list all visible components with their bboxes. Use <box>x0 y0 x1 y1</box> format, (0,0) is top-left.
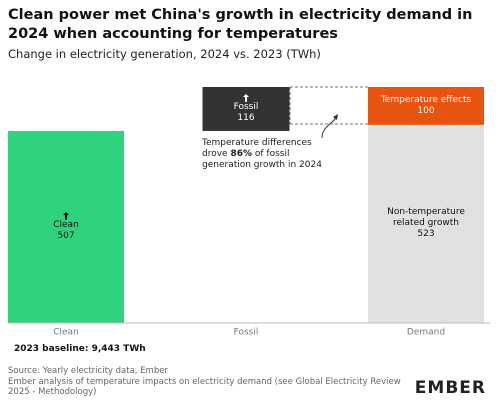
baseline-note: 2023 baseline: 9,443 TWh <box>14 344 146 354</box>
logo: EMBER <box>414 378 486 398</box>
arrow-icon <box>63 211 69 220</box>
bracket <box>289 86 368 125</box>
source: Ember analysis of temperature impacts on… <box>8 377 401 397</box>
annotation-text: of fossil <box>254 149 290 159</box>
annotation-text: drove <box>202 149 228 159</box>
annotation: Temperature differences drove 86% of fos… <box>202 138 342 171</box>
arrow-icon <box>243 93 249 102</box>
annotation-highlight: 86% <box>230 149 253 159</box>
value-label: 507 <box>57 230 75 241</box>
chart-title: Clean power met China's growth in electr… <box>8 7 473 42</box>
segment-label: Temperature effects 100 <box>368 95 484 117</box>
value-label: 100 <box>417 105 435 116</box>
arrow <box>321 117 337 139</box>
annotation-text: generation growth in 2024 <box>202 160 322 170</box>
x-tick-label: Demand <box>407 328 445 338</box>
segment-label: Fossil 116 <box>203 93 290 124</box>
series-name: Fossil <box>233 101 259 112</box>
series-name: Temperature effects <box>380 94 472 105</box>
bar-segment <box>8 130 124 323</box>
x-tick-label: Fossil <box>234 328 259 338</box>
arrow-head <box>333 114 338 120</box>
value-label: 116 <box>237 112 255 123</box>
x-tick-label: Clean <box>53 328 79 338</box>
series-name: Non-temperature related growth <box>387 207 465 229</box>
value-label: 523 <box>417 229 435 240</box>
segment-label: Non-temperature related growth 523 <box>368 207 484 240</box>
source: Source: Yearly electricity data, Ember <box>8 366 168 376</box>
series-name: Clean <box>53 219 79 230</box>
annotation-text: Temperature differences <box>202 138 312 148</box>
bar-segment <box>368 124 484 323</box>
chart-subtitle: Change in electricity generation, 2024 v… <box>8 47 321 61</box>
segment-label: Clean 507 <box>8 211 124 242</box>
bar-segment <box>368 87 484 125</box>
